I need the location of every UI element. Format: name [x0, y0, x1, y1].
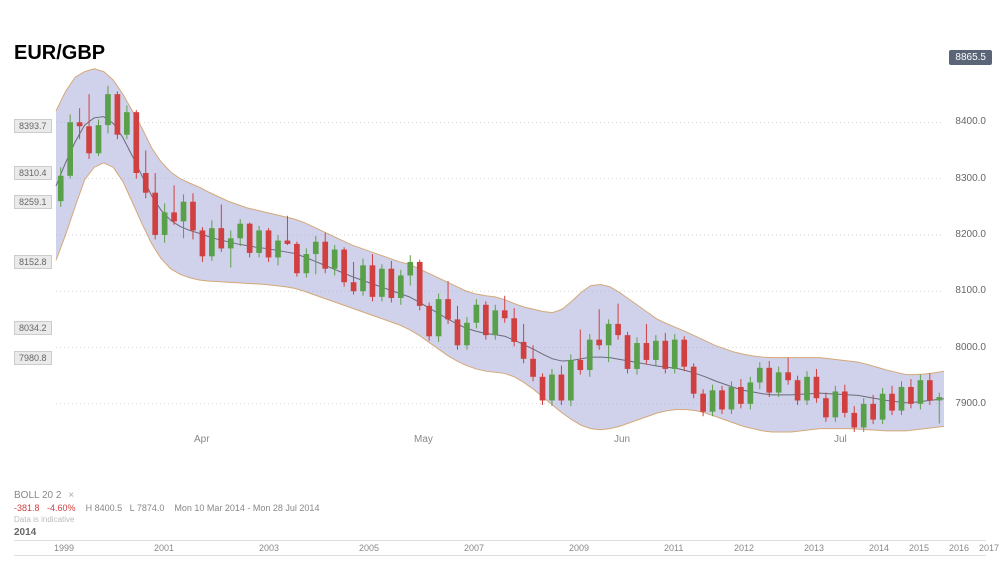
year-label[interactable]: 2014 [869, 543, 889, 553]
chart-footer: BOLL 20 2 × -381.8 -4.60% H 8400.5 L 787… [14, 490, 986, 562]
y-left-label: 7980.8 [14, 351, 52, 365]
y-right-label: 8000.0 [955, 342, 986, 353]
year-scroller[interactable]: 1999 2001 2003 2005 2007 2009 2011 2012 2013 2014… [14, 540, 986, 556]
stats-line: -381.8 -4.60% H 8400.5 L 7874.0 Mon 10 M… [14, 503, 986, 513]
y-left-label: 8259.1 [14, 195, 52, 209]
year-label[interactable]: 2011 [664, 543, 683, 553]
y-right-label: 7900.0 [955, 398, 986, 409]
year-label[interactable]: 2016 [949, 543, 969, 553]
year-label[interactable]: 2005 [359, 543, 379, 553]
candlestick-chart-svg [14, 60, 986, 450]
y-left-label: 8310.4 [14, 166, 52, 180]
y-right-label: 8100.0 [955, 285, 986, 296]
year-label[interactable]: 2015 [909, 543, 929, 553]
chart-area[interactable]: 8393.7 8310.4 8259.1 8152.8 8034.2 7980.8 8400… [14, 60, 986, 450]
year-label[interactable]: 2013 [804, 543, 824, 553]
change-abs: -381.8 [14, 503, 40, 513]
year-label[interactable]: 1999 [54, 543, 74, 553]
indicator-line: BOLL 20 2 × [14, 490, 986, 501]
y-left-label: 8152.8 [14, 255, 52, 269]
change-pct: -4.60% [47, 503, 76, 513]
indicator-stddev: 2 [56, 490, 62, 501]
date-range: Mon 10 Mar 2014 - Mon 28 Jul 2014 [174, 503, 319, 513]
pair-title: EUR/GBP [14, 42, 105, 65]
year-label[interactable]: 2007 [464, 543, 484, 553]
indicative-text: Data is indicative [14, 515, 986, 524]
year-label[interactable]: 2017 [979, 543, 999, 553]
year-label[interactable]: 2009 [569, 543, 589, 553]
close-indicator-icon[interactable]: × [68, 490, 74, 501]
low-label: L 7874.0 [130, 503, 165, 513]
y-right-label: 8300.0 [955, 173, 986, 184]
chart-container: EUR/GBP 8865.5 8393.78310.48259.18152.88… [0, 0, 1000, 562]
high-label: H 8400.5 [86, 503, 123, 513]
y-left-label: 8034.2 [14, 321, 52, 335]
y-right-label: 8400.0 [955, 116, 986, 127]
year-label[interactable]: 2003 [259, 543, 279, 553]
price-badge: 8865.5 [949, 50, 992, 65]
y-left-label: 8393.7 [14, 119, 52, 133]
indicator-name: BOLL [14, 490, 39, 501]
current-year: 2014 [14, 527, 986, 538]
year-label[interactable]: 2012 [734, 543, 754, 553]
indicator-period: 20 [42, 490, 53, 501]
y-right-label: 8200.0 [955, 229, 986, 240]
year-label[interactable]: 2001 [154, 543, 174, 553]
